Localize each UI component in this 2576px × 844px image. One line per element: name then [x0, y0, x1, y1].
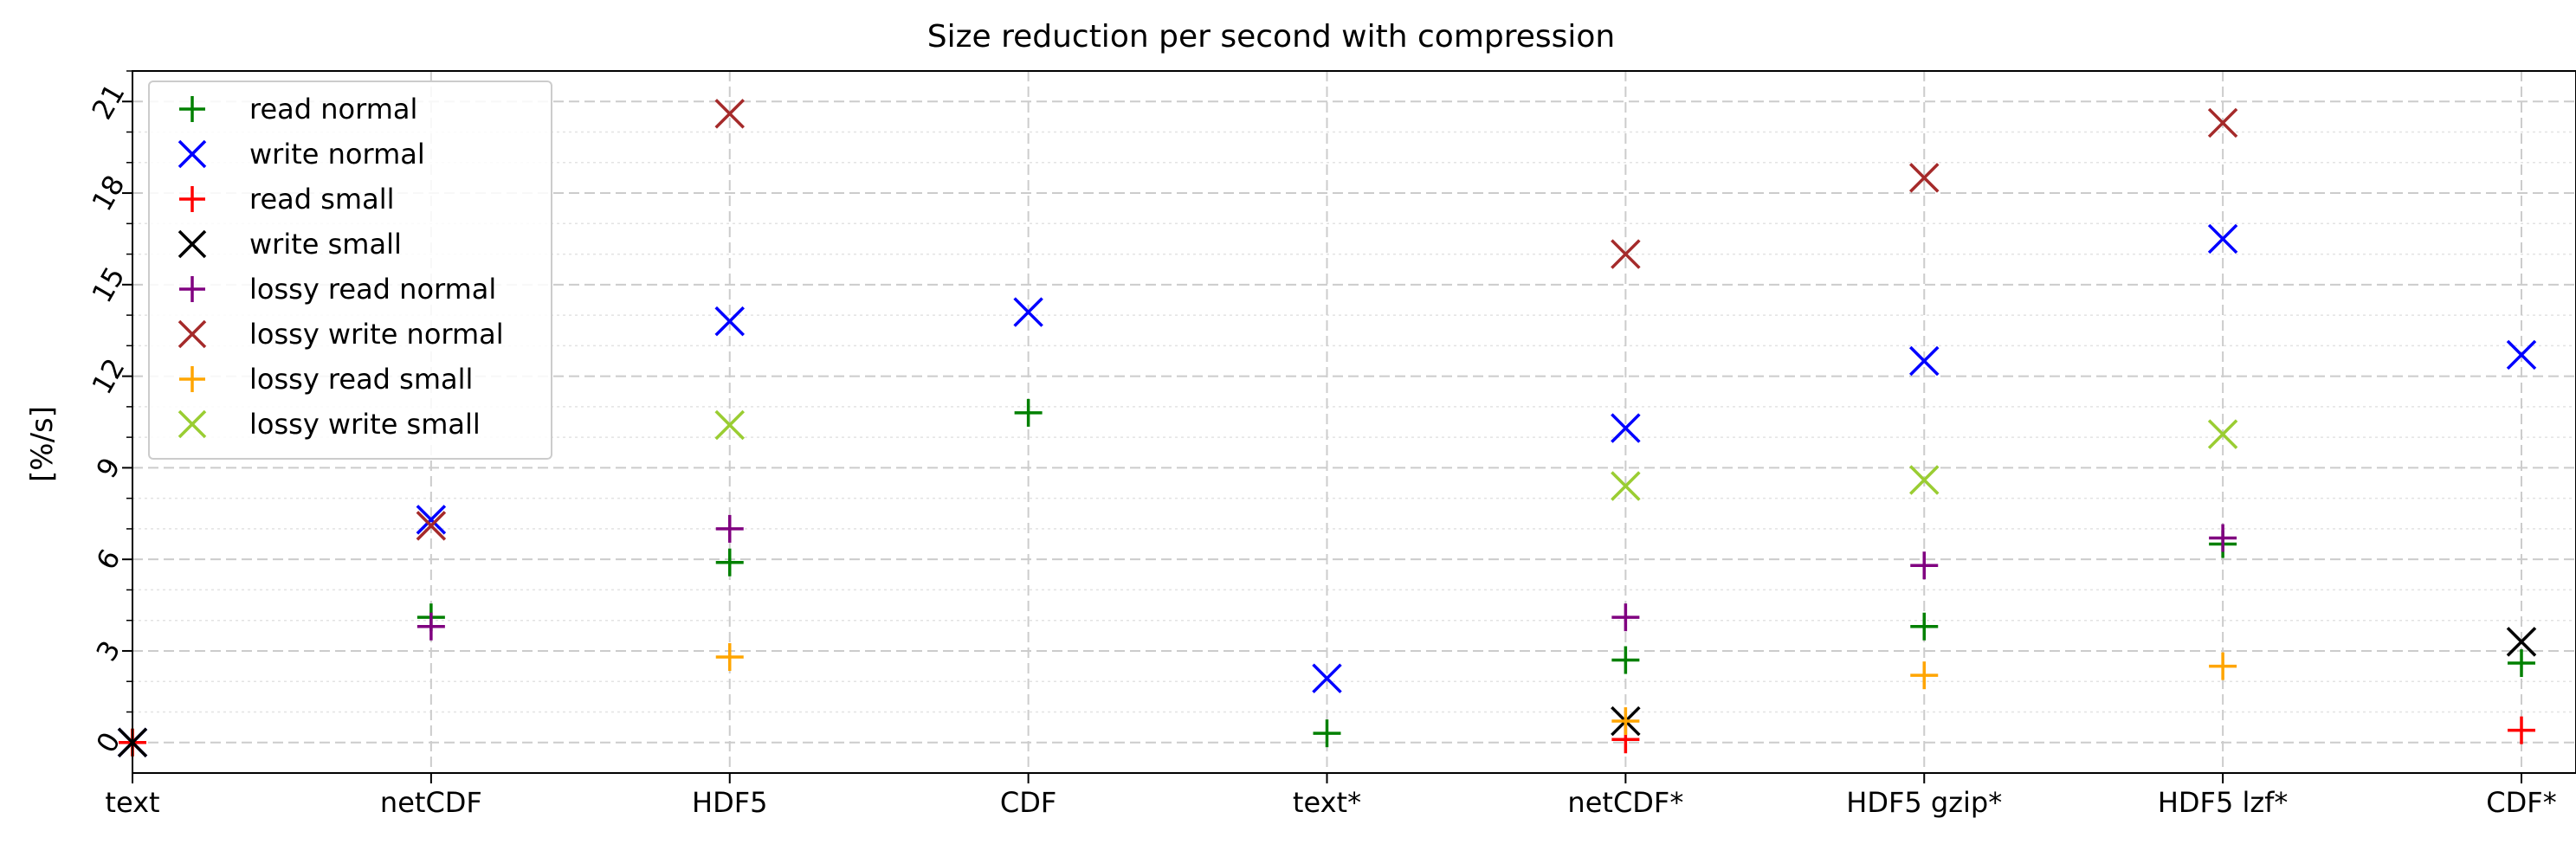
legend-item: read small [179, 183, 394, 216]
series-lossy-write-small [714, 409, 2238, 501]
data-point [715, 548, 744, 577]
data-point [715, 514, 744, 543]
legend-item: read normal [179, 93, 417, 126]
data-point [1909, 465, 1940, 495]
legend-item: lossy read small [179, 363, 473, 396]
data-point [1014, 398, 1043, 427]
data-point [2506, 627, 2537, 657]
data-point [2209, 524, 2237, 552]
data-point [1910, 612, 1939, 641]
legend-marker [179, 96, 205, 122]
x-tick-label: text [105, 786, 159, 819]
legend-label: lossy write small [249, 408, 481, 441]
data-point [2508, 649, 2535, 678]
data-point [1312, 663, 1342, 693]
data-point [1611, 707, 1640, 736]
y-tick-label: 12 [85, 352, 131, 399]
legend-label: lossy read normal [249, 273, 496, 306]
data-marks [117, 99, 2537, 757]
data-point [2508, 716, 2535, 744]
legend-item: lossy read normal [179, 273, 496, 306]
data-point [2506, 339, 2537, 370]
legend-marker [179, 186, 205, 212]
legend-label: write small [249, 228, 402, 261]
legend-marker [178, 139, 207, 169]
data-point [1313, 719, 1341, 748]
data-point [1611, 646, 1640, 674]
plot-frame [132, 70, 2576, 774]
data-point [1910, 551, 1939, 580]
legend-label: write normal [249, 138, 425, 171]
legend-label: lossy read small [249, 363, 473, 396]
y-tick-label: 9 [89, 452, 126, 484]
chart-title: Size reduction per second with compressi… [927, 19, 1616, 55]
data-point [416, 612, 445, 641]
data-point [714, 99, 745, 129]
data-point [416, 505, 447, 535]
data-point [1910, 661, 1939, 690]
legend-label: read small [249, 183, 394, 216]
data-point [715, 643, 744, 672]
y-tick-label: 21 [85, 78, 131, 125]
x-tick-label: CDF* [2486, 786, 2556, 819]
x-tick-label: text* [1293, 786, 1361, 819]
x-tick-label: HDF5 [692, 786, 767, 819]
legend-marker [179, 366, 205, 392]
legend-marker [178, 229, 207, 259]
data-point [1611, 471, 1641, 501]
x-tick-label: netCDF* [1567, 786, 1683, 819]
y-tick-label: 15 [85, 261, 131, 308]
series-lossy-read-normal [416, 514, 2237, 641]
x-tick-label: CDF [1000, 786, 1056, 819]
data-point [2207, 223, 2238, 254]
legend: read normal write normal read small write s… [148, 81, 552, 460]
data-point [2207, 107, 2238, 139]
legend-marker [178, 409, 207, 439]
data-point [2209, 652, 2237, 680]
legend-item: lossy write small [178, 408, 481, 441]
legend-label: lossy write normal [249, 318, 504, 351]
legend-item: write normal [178, 138, 425, 171]
x-tick-label: HDF5 gzip* [1846, 786, 2002, 819]
y-tick-label: 3 [89, 635, 126, 667]
data-point [1611, 413, 1641, 443]
data-point [1909, 163, 1940, 193]
series-lossy-write-normal [416, 99, 2238, 541]
x-axis: text netCDF HDF5 CDF text* netCDF* HDF5 gzip* H… [105, 773, 2557, 819]
data-point [416, 511, 447, 541]
y-tick-label: 18 [85, 170, 131, 216]
data-point [1611, 239, 1641, 269]
data-point [2207, 419, 2238, 449]
legend-marker [178, 319, 207, 349]
y-axis-label: [%/s] [25, 406, 60, 482]
data-point [1909, 345, 1940, 377]
data-point [714, 409, 745, 441]
legend-label: read normal [249, 93, 417, 126]
legend-item: write small [178, 228, 402, 261]
x-tick-label: netCDF [380, 786, 482, 819]
x-tick-label: HDF5 lzf* [2158, 786, 2289, 819]
data-point [1611, 603, 1640, 632]
series-lossy-read-small [715, 643, 2237, 736]
legend-marker [179, 276, 205, 302]
legend-item: lossy write normal [178, 318, 504, 351]
y-tick-label: 6 [89, 544, 126, 576]
legend-box [148, 81, 552, 460]
data-point [1013, 297, 1043, 327]
data-point [714, 306, 745, 337]
